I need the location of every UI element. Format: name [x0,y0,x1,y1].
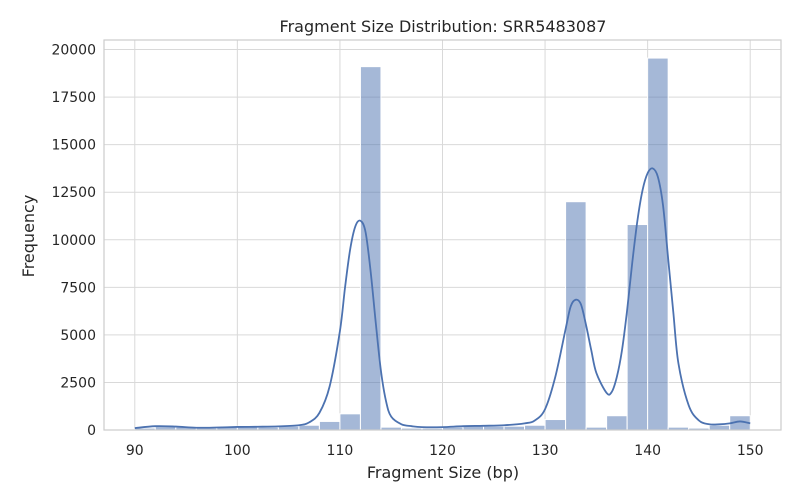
histogram-bars [134,57,751,431]
plot-frame [103,39,782,431]
histogram-bar [647,57,669,431]
histogram-bar [606,415,628,431]
x-tick-label: 140 [634,443,661,459]
x-tick-label: 90 [126,443,144,459]
chart-title: Fragment Size Distribution: SRR5483087 [280,17,607,36]
x-tick-label: 150 [737,443,764,459]
x-tick-label: 120 [429,443,456,459]
y-tick-label: 12500 [51,185,96,201]
histogram-bar [708,424,731,431]
x-tick-label: 130 [532,443,559,459]
histogram-bar [524,424,546,431]
y-tick-label: 5000 [60,328,96,344]
y-tick-label: 20000 [51,43,96,59]
histogram-bar [298,424,320,431]
kde-layer [134,167,751,429]
histogram-bar [544,419,567,431]
x-tick-label: 110 [327,443,354,459]
histogram-bar [339,413,361,431]
y-tick-label: 2500 [60,375,96,391]
y-axis-label: Frequency [19,195,38,278]
histogram-bar [626,224,649,431]
x-axis-label: Fragment Size (bp) [367,463,519,482]
y-tick-labels: 0 2500 5000 7500 10000 12500 15000 17500 20000 [51,43,96,439]
x-tick-labels: 90 100 110 120 130 140 150 [126,443,764,459]
x-tick-label: 100 [224,443,251,459]
kde-line [134,167,751,429]
histogram-bar [359,66,382,431]
y-tick-label: 15000 [51,138,96,154]
y-tick-label: 0 [87,423,96,439]
histogram-bar [318,420,341,431]
y-tick-label: 17500 [51,90,96,106]
y-tick-label: 10000 [51,233,96,249]
y-tick-label: 7500 [60,280,96,296]
